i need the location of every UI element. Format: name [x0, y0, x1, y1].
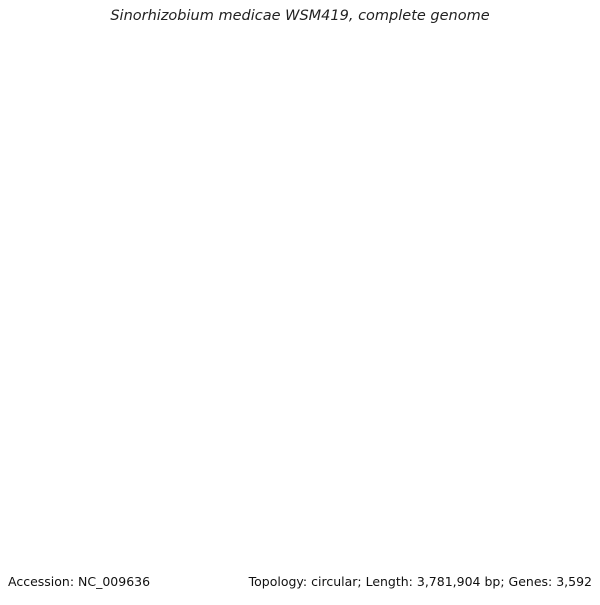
map-title: Sinorhizobium medicae WSM419, complete g… — [110, 8, 490, 24]
genome-summary: Topology: circular; Length: 3,781,904 bp… — [248, 574, 592, 589]
accession-label: Accession: NC_009636 — [8, 574, 151, 589]
